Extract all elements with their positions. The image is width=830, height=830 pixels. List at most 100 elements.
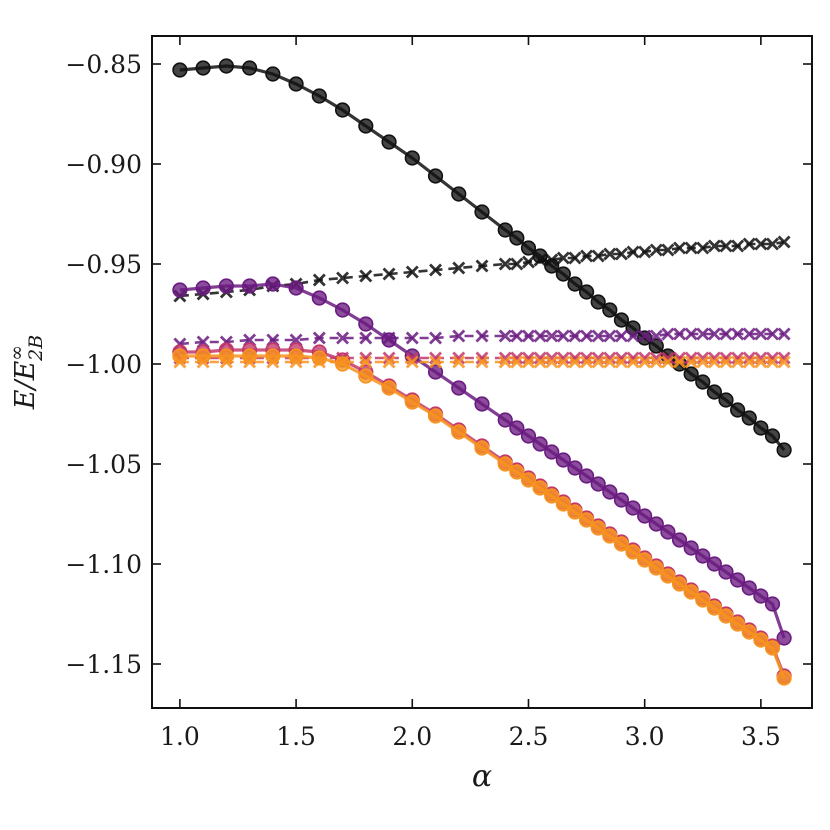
data-point-circle bbox=[648, 338, 664, 354]
data-point-circle bbox=[544, 444, 560, 460]
data-point-circle bbox=[555, 266, 571, 282]
data-point-circle bbox=[613, 312, 630, 328]
data-point-cross bbox=[533, 329, 547, 343]
y-tick-label: −0.90 bbox=[65, 150, 142, 179]
data-point-cross bbox=[766, 327, 779, 341]
data-point-cross bbox=[580, 249, 594, 263]
y-axis-label: E/E∞2B bbox=[6, 335, 47, 410]
data-point-cross bbox=[754, 237, 768, 251]
data-point-circle bbox=[648, 560, 664, 576]
data-point-cross bbox=[649, 243, 663, 257]
data-point-circle bbox=[706, 556, 722, 572]
data-point-cross bbox=[312, 273, 326, 287]
data-point-cross bbox=[382, 267, 396, 281]
data-point-cross bbox=[731, 327, 745, 341]
data-point-circle bbox=[578, 512, 595, 528]
data-point-circle bbox=[764, 640, 781, 656]
data-point-cross bbox=[359, 269, 373, 283]
data-point-cross bbox=[405, 265, 419, 279]
data-point-circle bbox=[265, 276, 281, 292]
data-point-circle bbox=[509, 230, 525, 246]
data-point-cross bbox=[591, 355, 605, 369]
data-point-circle bbox=[474, 396, 490, 412]
data-point-cross bbox=[719, 355, 733, 369]
data-point-cross bbox=[405, 355, 419, 369]
data-point-circle bbox=[741, 410, 757, 426]
data-point-circle bbox=[532, 436, 548, 452]
data-point-circle bbox=[730, 402, 746, 418]
data-point-cross bbox=[336, 331, 350, 345]
data-point-cross bbox=[556, 251, 570, 265]
data-point-cross bbox=[475, 259, 489, 273]
data-point-circle bbox=[718, 608, 734, 624]
data-point-cross bbox=[312, 355, 326, 369]
data-point-circle bbox=[474, 440, 490, 456]
data-point-cross bbox=[243, 355, 257, 369]
series-orange-crosses bbox=[173, 355, 791, 369]
data-point-cross bbox=[696, 327, 710, 341]
data-point-circle bbox=[718, 564, 734, 580]
data-point-cross bbox=[603, 247, 617, 261]
data-point-cross bbox=[649, 329, 663, 343]
data-point-circle bbox=[776, 670, 792, 686]
data-point-cross bbox=[405, 331, 419, 345]
data-point-circle bbox=[590, 294, 606, 310]
data-point-circle bbox=[195, 280, 211, 296]
data-point-circle bbox=[544, 488, 560, 504]
data-point-circle bbox=[218, 278, 234, 294]
data-point-cross bbox=[719, 327, 733, 341]
data-point-circle bbox=[660, 568, 676, 584]
data-point-circle bbox=[730, 572, 746, 588]
data-point-circle bbox=[567, 460, 583, 476]
data-point-cross bbox=[731, 355, 745, 369]
data-point-circle bbox=[509, 420, 525, 436]
data-point-cross bbox=[661, 243, 675, 257]
y-axis-label-base: E/E bbox=[10, 360, 41, 410]
data-point-cross bbox=[591, 249, 605, 263]
data-point-cross bbox=[452, 261, 466, 275]
data-point-circle bbox=[520, 472, 537, 488]
data-point-cross bbox=[533, 253, 547, 267]
data-point-cross bbox=[266, 355, 280, 369]
data-point-circle bbox=[695, 592, 711, 608]
data-point-cross bbox=[742, 237, 756, 251]
data-point-cross bbox=[429, 355, 443, 369]
plot-area bbox=[172, 58, 792, 686]
data-point-circle bbox=[358, 316, 374, 332]
data-point-circle bbox=[637, 508, 653, 524]
data-point-circle bbox=[497, 222, 513, 238]
data-point-cross bbox=[359, 331, 373, 345]
data-point-cross bbox=[452, 355, 466, 369]
data-point-cross bbox=[626, 245, 640, 259]
data-point-cross bbox=[521, 355, 535, 369]
y-tick-label: −1.10 bbox=[65, 550, 142, 579]
data-point-circle bbox=[172, 282, 188, 298]
plot-frame bbox=[151, 35, 813, 709]
data-point-cross bbox=[312, 331, 326, 345]
data-point-circle bbox=[555, 452, 571, 468]
data-point-circle bbox=[497, 412, 513, 428]
data-point-circle bbox=[706, 384, 722, 400]
data-point-cross bbox=[382, 355, 396, 369]
data-point-circle bbox=[404, 394, 420, 410]
data-point-circle bbox=[660, 524, 676, 540]
data-point-circle bbox=[474, 204, 490, 220]
data-point-cross bbox=[754, 355, 768, 369]
data-point-cross bbox=[673, 355, 687, 369]
data-point-cross bbox=[638, 245, 652, 259]
data-point-cross bbox=[638, 329, 652, 343]
data-point-circle bbox=[497, 456, 513, 472]
series-black-circles bbox=[172, 58, 792, 458]
data-point-cross bbox=[429, 331, 443, 345]
data-point-circle bbox=[602, 528, 618, 544]
data-point-cross bbox=[673, 327, 687, 341]
data-point-cross bbox=[649, 355, 663, 369]
data-point-cross bbox=[336, 271, 350, 285]
data-point-circle bbox=[288, 76, 304, 92]
data-point-circle bbox=[695, 548, 711, 564]
data-point-cross bbox=[707, 327, 721, 341]
data-point-circle bbox=[648, 516, 664, 532]
data-point-cross bbox=[626, 329, 640, 343]
data-point-circle bbox=[637, 552, 653, 568]
